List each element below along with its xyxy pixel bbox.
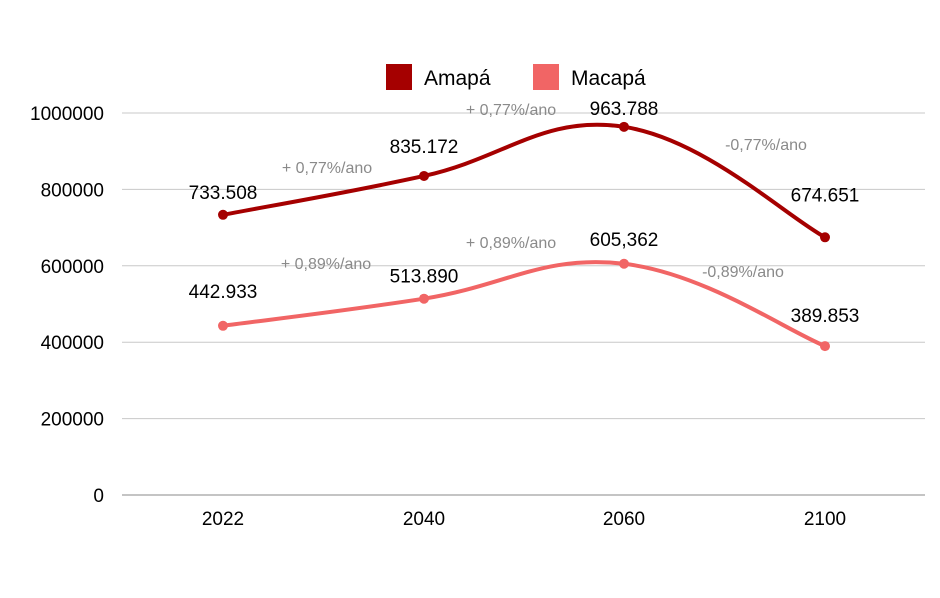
annotations: + 0,77%/ano + 0,77%/ano -0,77%/ano + 0,89%/… (281, 102, 807, 281)
y-axis: 0 200000 400000 600000 800000 1000000 (30, 104, 104, 507)
data-label: 674.651 (791, 185, 860, 206)
series-line-0 (221, 122, 827, 240)
x-axis: 2022 2040 2060 2100 (122, 494, 925, 530)
legend-swatch (386, 64, 412, 90)
y-tick-label: 0 (93, 486, 104, 507)
gridlines (122, 112, 925, 420)
x-tick-label: 2040 (403, 509, 445, 530)
data-label: 389.853 (791, 306, 860, 327)
data-label: 442.933 (189, 282, 258, 303)
series-line-1 (221, 260, 827, 349)
x-tick-label: 2100 (804, 509, 846, 530)
y-tick-label: 400000 (41, 333, 104, 354)
data-label: 733.508 (189, 183, 258, 204)
data-label: 835.172 (390, 137, 459, 158)
x-tick-label: 2060 (603, 509, 645, 530)
growth-rate-annotation: + 0,77%/ano (466, 102, 556, 119)
series-points (218, 121, 830, 352)
growth-rate-annotation: + 0,77%/ano (282, 160, 372, 177)
y-tick-label: 800000 (41, 180, 104, 201)
data-point (619, 258, 629, 269)
y-tick-label: 600000 (41, 257, 104, 278)
growth-rate-annotation: -0,89%/ano (702, 264, 784, 281)
data-point (419, 170, 429, 181)
data-label: 513.890 (390, 267, 459, 288)
growth-rate-annotation: + 0,89%/ano (466, 235, 556, 252)
data-point (218, 209, 228, 220)
data-label: 963.788 (590, 99, 659, 120)
data-point (419, 293, 429, 304)
data-point (820, 232, 830, 243)
data-label: 605,362 (590, 230, 659, 251)
data-point (619, 121, 629, 132)
x-tick-label: 2022 (202, 509, 244, 530)
legend-swatch (533, 64, 559, 90)
growth-rate-annotation: -0,77%/ano (725, 137, 807, 154)
data-point (820, 341, 830, 352)
y-tick-label: 200000 (41, 410, 104, 431)
legend-label: Macapá (571, 67, 646, 90)
growth-rate-annotation: + 0,89%/ano (281, 256, 371, 273)
data-labels: 733.508 835.172 963.788 674.651 442.933 513.8… (189, 99, 860, 327)
legend: Amapá Macapá (386, 64, 646, 90)
series-lines (221, 122, 827, 349)
data-point (218, 320, 228, 331)
y-tick-label: 1000000 (30, 104, 104, 125)
legend-label: Amapá (424, 67, 491, 90)
